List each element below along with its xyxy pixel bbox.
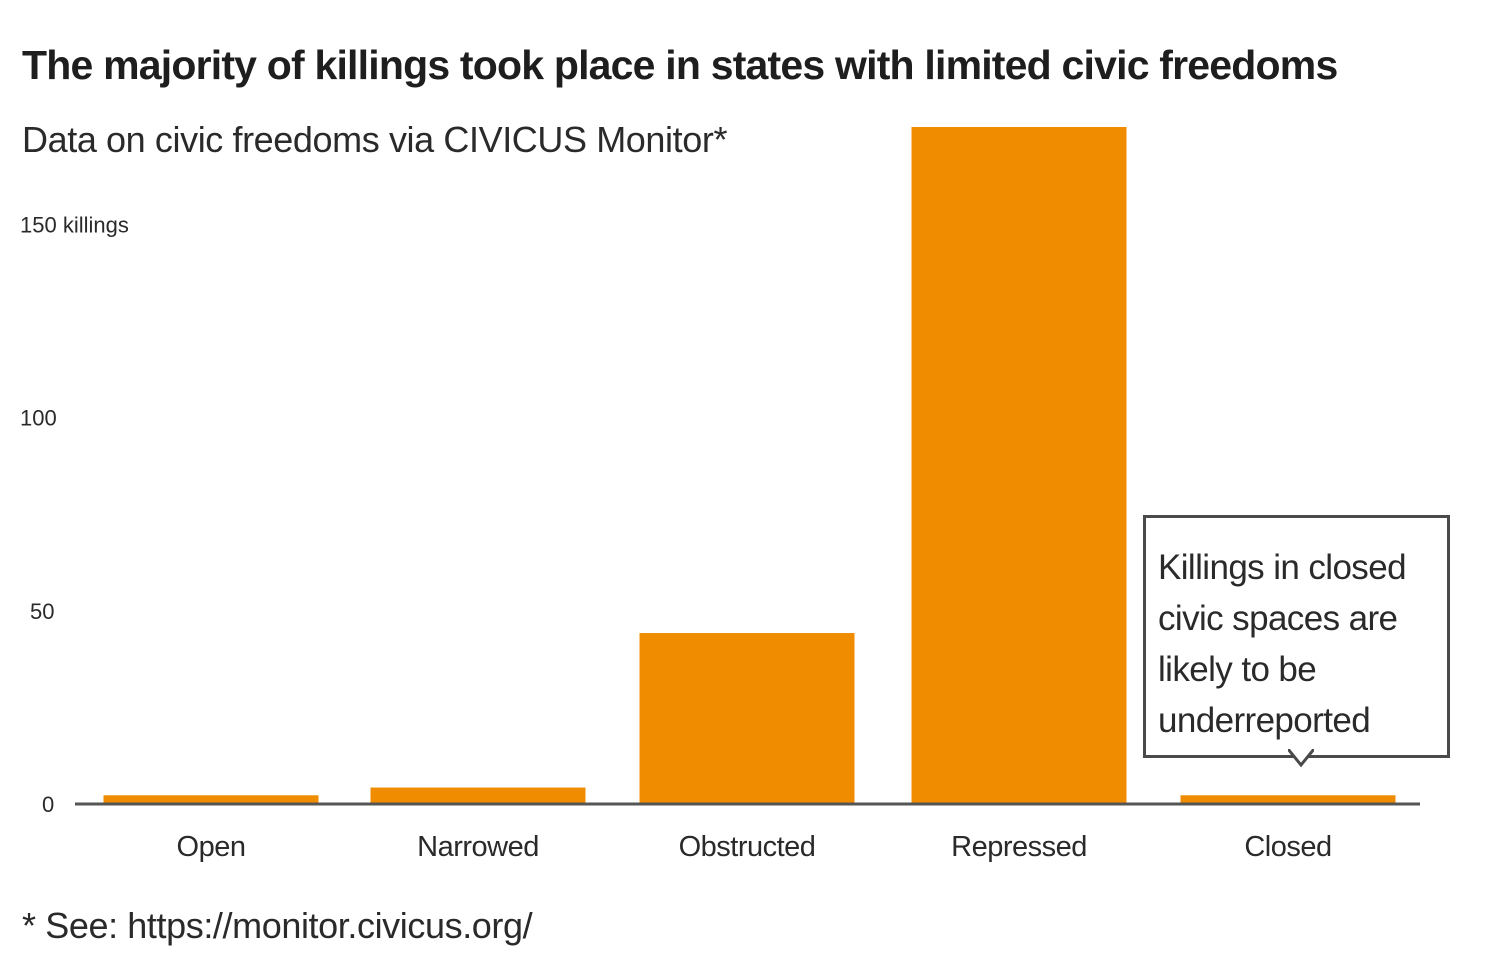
bar-narrowed (370, 787, 586, 803)
x-tick-label: Obstructed (679, 831, 816, 863)
x-tick-label: Narrowed (417, 831, 539, 863)
chart-title: The majority of killings took place in s… (22, 42, 1338, 88)
y-tick-label: 0 (42, 792, 54, 817)
footnote: * See: https://monitor.civicus.org/ (22, 905, 533, 946)
y-tick-label: 150 killings (20, 213, 129, 238)
x-tick-label: Closed (1244, 831, 1331, 863)
y-tick-label: 50 (30, 599, 54, 624)
bar-repressed (911, 127, 1127, 803)
x-tick-label: Repressed (951, 831, 1087, 863)
x-tick-label: Open (177, 831, 246, 863)
annotation-text: Killings in closed civic spaces are like… (1158, 548, 1407, 740)
annotation-callout: Killings in closed civic spaces are like… (1143, 515, 1450, 768)
bar-open (103, 795, 319, 803)
chart-subtitle: Data on civic freedoms via CIVICUS Monit… (22, 119, 728, 160)
y-tick-label: 100 (20, 406, 57, 431)
callout-pointer-icon (1288, 749, 1314, 768)
bar-closed (1180, 795, 1396, 803)
bar-obstructed (639, 633, 855, 803)
